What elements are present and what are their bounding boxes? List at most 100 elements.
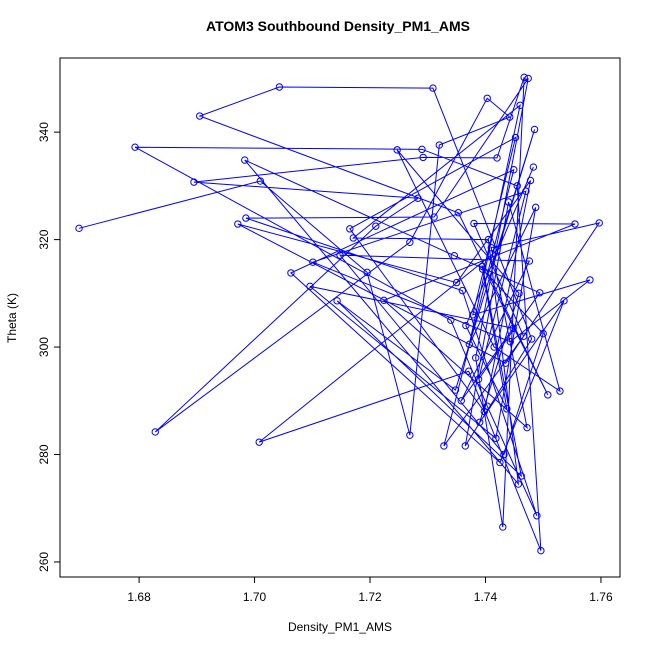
data-point (496, 458, 504, 467)
data-point (493, 246, 501, 255)
data-point (490, 343, 498, 351)
data-point (255, 438, 263, 446)
data-point (346, 225, 354, 233)
data-point (131, 143, 139, 151)
x-tick-label: 1.76 (589, 590, 613, 604)
data-point (242, 214, 250, 222)
data-point (470, 219, 478, 228)
data-point (595, 219, 603, 227)
data-point (519, 332, 528, 341)
data-point (454, 209, 463, 217)
data-point (414, 194, 422, 202)
y-tick-label: 300 (37, 337, 51, 357)
data-point (256, 177, 265, 185)
data-point (372, 222, 380, 230)
data-point (418, 145, 426, 154)
data-point (306, 282, 314, 291)
data-point (196, 112, 204, 120)
data-point (471, 354, 480, 362)
data-point (506, 113, 514, 121)
data-point (450, 252, 459, 260)
x-axis-label: Density_PM1_AMS (288, 620, 392, 634)
plot-frame (59, 57, 621, 578)
data-point (451, 386, 460, 394)
data-point (406, 431, 414, 439)
data-point (503, 405, 511, 413)
data-point (525, 257, 534, 265)
data-point (380, 296, 388, 305)
data-point (363, 268, 371, 277)
data-point (309, 258, 317, 266)
data-point (530, 125, 539, 134)
data-point (516, 101, 524, 109)
data-point (532, 203, 540, 212)
data-point (517, 472, 525, 480)
data-point (462, 321, 470, 330)
data-point (529, 163, 538, 171)
data-point (336, 251, 344, 259)
data-point (458, 286, 467, 295)
x-tick-label: 1.68 (127, 590, 151, 604)
data-point (522, 187, 530, 195)
data-point (75, 224, 83, 233)
data-point (151, 428, 159, 436)
data-point (190, 178, 198, 186)
data-point (544, 391, 552, 399)
data-point (520, 73, 528, 82)
data-point (275, 83, 284, 91)
data-point (483, 94, 491, 102)
data-point (556, 387, 564, 395)
data-point (571, 220, 579, 228)
data-point (500, 450, 508, 459)
y-tick-label: 340 (37, 122, 51, 142)
y-tick-label: 280 (37, 444, 51, 464)
data-point (440, 442, 448, 450)
data-point (234, 220, 242, 228)
data-point (465, 340, 474, 349)
y-tick-label: 320 (37, 229, 51, 249)
data-point (452, 278, 461, 287)
data-point (241, 156, 249, 164)
data-point (510, 166, 518, 174)
data-point (474, 375, 483, 383)
data-point (349, 234, 357, 242)
data-point (435, 141, 443, 149)
data-point (406, 238, 414, 246)
data-point (506, 337, 515, 346)
data-point (469, 311, 477, 319)
data-point (511, 133, 520, 142)
data-point (465, 367, 473, 375)
data-point (526, 176, 535, 185)
data-point (533, 512, 541, 520)
data-point (537, 546, 545, 555)
data-point (514, 480, 523, 488)
data-point (539, 329, 547, 338)
y-tick-label: 260 (37, 552, 51, 572)
data-point (493, 154, 501, 162)
data-point (478, 265, 487, 273)
data-point (461, 442, 469, 450)
data-point (487, 243, 495, 252)
data-point (393, 146, 401, 154)
x-tick-label: 1.70 (243, 590, 267, 604)
data-point (430, 213, 438, 221)
x-tick-label: 1.72 (358, 590, 382, 604)
data-point (447, 316, 455, 324)
data-point (457, 397, 465, 405)
data-point (586, 276, 594, 284)
data-point (524, 74, 532, 83)
chart-title: ATOM3 Southbound Density_PM1_AMS (206, 18, 470, 34)
data-point (429, 84, 437, 92)
y-axis-label: Theta (K) (5, 293, 19, 343)
data-point (492, 434, 500, 443)
data-point (560, 297, 568, 305)
data-point (504, 198, 513, 206)
x-tick-label: 1.74 (474, 590, 498, 604)
data-point (484, 235, 493, 244)
data-point (499, 523, 507, 531)
data-point (419, 153, 427, 162)
data-point (501, 359, 510, 367)
data-point (287, 269, 295, 277)
